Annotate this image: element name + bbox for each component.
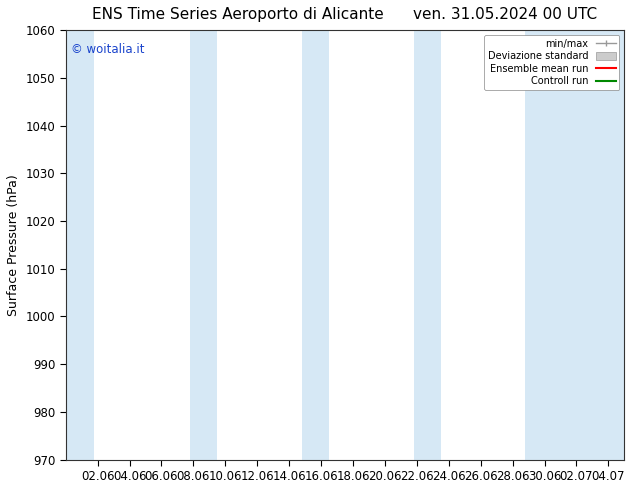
Y-axis label: Surface Pressure (hPa): Surface Pressure (hPa) bbox=[7, 174, 20, 316]
Legend: min/max, Deviazione standard, Ensemble mean run, Controll run: min/max, Deviazione standard, Ensemble m… bbox=[484, 35, 619, 90]
Bar bbox=[302, 30, 329, 460]
Bar bbox=[66, 30, 94, 460]
Bar bbox=[526, 30, 624, 460]
Bar bbox=[190, 30, 217, 460]
Title: ENS Time Series Aeroporto di Alicante      ven. 31.05.2024 00 UTC: ENS Time Series Aeroporto di Alicante ve… bbox=[93, 7, 598, 22]
Bar bbox=[413, 30, 441, 460]
Text: © woitalia.it: © woitalia.it bbox=[71, 43, 145, 56]
